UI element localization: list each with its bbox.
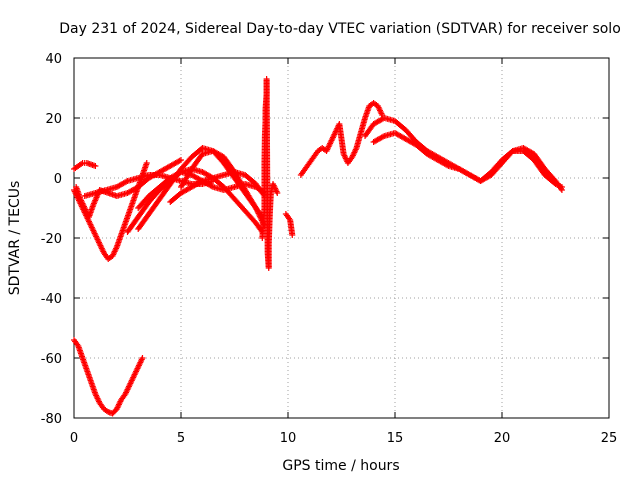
x-tick-label: 25 — [601, 431, 618, 446]
grid — [74, 58, 609, 418]
x-axis-label: GPS time / hours — [282, 458, 399, 474]
chart-title: Day 231 of 2024, Sidereal Day-to-day VTE… — [59, 21, 621, 37]
x-tick-label: 0 — [70, 431, 78, 446]
data-point — [254, 209, 261, 216]
data-point — [379, 133, 386, 140]
data-point — [208, 183, 215, 190]
data-point — [508, 149, 515, 155]
x-tick-label: 20 — [494, 431, 511, 446]
data-point — [253, 206, 260, 213]
axis-ticks: 0 5 10 15 20 25 -80 -60 -40 -20 0 20 40 — [41, 52, 618, 446]
y-tick-label: -40 — [41, 292, 62, 307]
data-point — [444, 162, 451, 169]
x-tick-label: 5 — [177, 431, 185, 446]
series-arc-c — [73, 157, 184, 220]
series-arc-long-2 — [370, 130, 565, 190]
data-point — [178, 157, 184, 163]
data-point — [274, 190, 281, 196]
data-point — [254, 207, 261, 214]
y-tick-label: 40 — [45, 52, 62, 67]
data-point — [143, 160, 150, 166]
y-tick-label: -60 — [41, 352, 62, 367]
data-point — [255, 210, 262, 217]
data-point — [256, 213, 263, 220]
data-point — [558, 184, 565, 190]
data-point — [176, 157, 183, 164]
data-point — [123, 178, 130, 185]
data-point — [139, 355, 146, 361]
series-spike-9h — [259, 76, 281, 271]
data-points — [71, 76, 565, 417]
y-tick-label: 0 — [54, 172, 62, 187]
series-arc-b — [71, 160, 99, 172]
series-arc-h — [167, 169, 268, 205]
x-tick-label: 10 — [280, 431, 297, 446]
data-point — [198, 178, 205, 185]
series-arc-10h — [282, 211, 296, 238]
data-point — [257, 214, 264, 221]
series-arc-long — [362, 115, 565, 193]
data-point — [252, 205, 259, 211]
x-tick-label: 15 — [387, 431, 404, 446]
series-arc-i — [178, 148, 268, 229]
y-tick-label: -20 — [41, 232, 62, 247]
data-point — [289, 232, 296, 238]
series-arc-low — [71, 337, 146, 417]
y-tick-label: -80 — [41, 412, 62, 427]
y-tick-label: 20 — [45, 112, 62, 127]
data-point — [92, 163, 99, 169]
series-arc-rise — [297, 100, 386, 178]
y-axis-label: SDTVAR / TECUs — [7, 181, 23, 296]
